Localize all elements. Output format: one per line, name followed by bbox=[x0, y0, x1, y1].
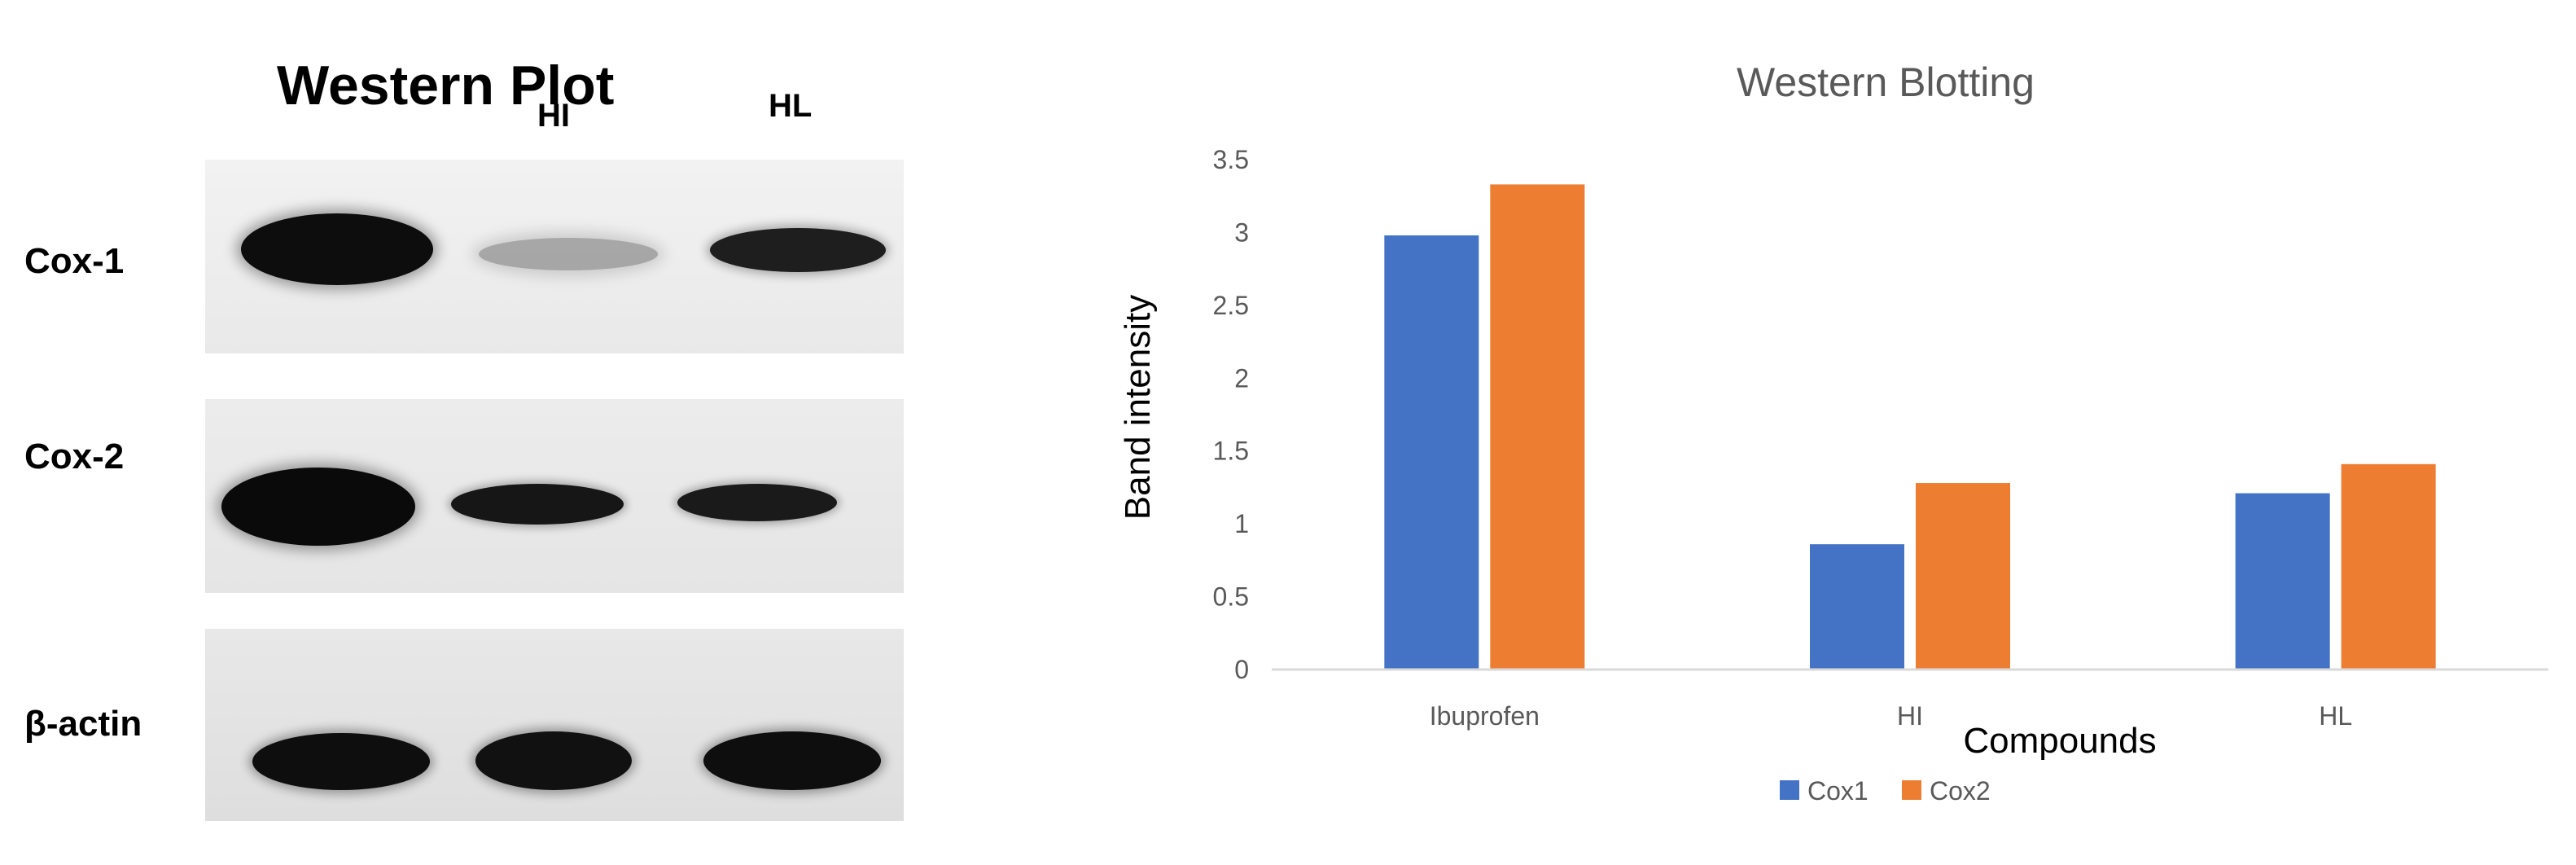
legend: Cox1 Cox2 bbox=[1780, 776, 1991, 806]
row-label-beta-actin: β-actin bbox=[24, 704, 142, 744]
legend-label-cox1: Cox1 bbox=[1807, 776, 1868, 806]
y-tick-label: 1 bbox=[1234, 509, 1249, 538]
bar-cox2-hl bbox=[2341, 463, 2436, 670]
y-tick-label: 3 bbox=[1234, 217, 1249, 247]
band-cox1-lane2 bbox=[479, 238, 658, 270]
bar-cox1-ibuprofen bbox=[1384, 235, 1479, 670]
band-cox2-lane3 bbox=[677, 484, 837, 521]
y-tick-label: 2 bbox=[1234, 363, 1249, 393]
y-tick-label: 0 bbox=[1234, 655, 1249, 684]
bar-cox1-hl bbox=[2235, 493, 2330, 670]
y-tick-label: 2.5 bbox=[1213, 291, 1249, 320]
western-blot-panel: Western Plot HI HL Cox-1 Cox-2 β-actin bbox=[0, 0, 944, 865]
category-label: HI bbox=[1897, 701, 1923, 731]
y-tick-label: 1.5 bbox=[1213, 437, 1249, 466]
bars bbox=[1384, 184, 2436, 670]
category-label: Ibuprofen bbox=[1430, 701, 1540, 731]
x-axis-title: Compounds bbox=[1963, 721, 2156, 761]
y-tick-label: 0.5 bbox=[1213, 582, 1249, 612]
band-actin-lane2 bbox=[475, 731, 632, 790]
bar-cox1-hi bbox=[1810, 544, 1904, 670]
band-cox2-lane2 bbox=[451, 484, 624, 525]
band-cox2-lane1 bbox=[221, 468, 415, 546]
blot-title: Western Plot bbox=[277, 55, 615, 116]
band-actin-lane3 bbox=[703, 731, 881, 790]
bar-cox2-hi bbox=[1916, 483, 2010, 670]
bar-chart-panel: Western Blotting Band intensity Compound… bbox=[1075, 0, 2573, 865]
blot-strip-cox2 bbox=[205, 399, 904, 593]
legend-swatch-cox2 bbox=[1902, 780, 1921, 800]
y-axis-ticks: 0 0.5 1 1.5 2 2.5 3 3.5 bbox=[1213, 145, 1249, 684]
chart-title: Western Blotting bbox=[1737, 59, 2035, 105]
band-actin-lane1 bbox=[252, 733, 430, 790]
y-tick-label: 3.5 bbox=[1213, 145, 1249, 174]
legend-swatch-cox1 bbox=[1780, 780, 1799, 800]
band-cox1-lane1 bbox=[241, 213, 433, 285]
blot-strip-cox1 bbox=[205, 160, 904, 353]
band-cox1-lane3 bbox=[710, 228, 886, 272]
lane-label-hi: HI bbox=[537, 98, 570, 134]
row-label-cox2: Cox-2 bbox=[24, 437, 125, 476]
legend-label-cox2: Cox2 bbox=[1930, 776, 1991, 806]
y-axis-title: Band intensity bbox=[1118, 295, 1158, 520]
bar-cox2-ibuprofen bbox=[1490, 184, 1585, 670]
bar-chart: Western Blotting Band intensity Compound… bbox=[1118, 59, 2548, 806]
blot-strip-beta-actin bbox=[205, 629, 904, 821]
category-labels: Ibuprofen HI HL bbox=[1430, 701, 2352, 731]
lane-label-hl: HL bbox=[769, 88, 813, 124]
category-label: HL bbox=[2319, 701, 2352, 731]
row-label-cox1: Cox-1 bbox=[24, 241, 125, 281]
